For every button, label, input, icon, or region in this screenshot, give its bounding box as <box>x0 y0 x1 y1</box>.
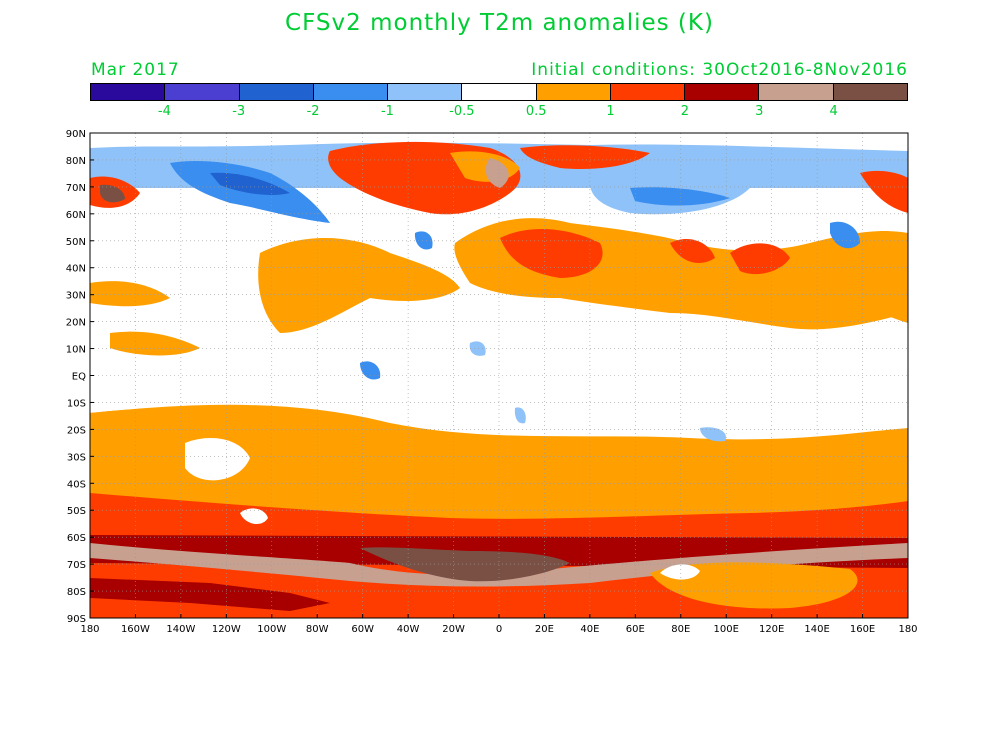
color-scale-cell <box>165 84 240 100</box>
color-scale-label: -4 <box>157 104 171 119</box>
latitude-label: 60N <box>66 210 86 221</box>
color-scale-cell <box>833 84 907 100</box>
latitude-label: 40N <box>66 264 86 275</box>
longitude-label: 20W <box>442 624 465 635</box>
latitude-label: 40S <box>67 479 86 490</box>
eastern-europe-warm <box>500 228 603 278</box>
longitude-label: 180 <box>898 624 917 635</box>
longitude-labels: 180 160W 140W 120W 100W 80W 60W 40W 20W 0 20E 40E 60… <box>80 614 918 635</box>
latitude-label: 80S <box>67 587 86 598</box>
latitude-label: 10N <box>66 345 86 356</box>
longitude-label: 60W <box>351 624 374 635</box>
latitude-label: 90S <box>67 614 86 625</box>
north-america-anomaly <box>258 238 460 333</box>
longitude-label: 140E <box>804 624 829 635</box>
latitude-label: 60S <box>67 533 86 544</box>
white-patch-south-pacific <box>185 438 250 481</box>
latitude-labels: 90N 80N 70N 60N 50N 40N 30N 20N 10N EQ 10S 20S 30S 40… <box>66 129 94 625</box>
color-scale-cell <box>536 84 611 100</box>
longitude-label: 0 <box>496 624 502 635</box>
east-antarctica-anomaly <box>650 562 858 609</box>
color-scale-label: -3 <box>232 104 246 119</box>
anomaly-map: 90N 80N 70N 60N 50N 40N 30N 20N 10N EQ 10S 20S 30S 40… <box>66 129 918 635</box>
color-scale-cell <box>388 84 463 100</box>
color-scale-label: 1 <box>606 104 615 119</box>
latitude-label: 30S <box>67 452 86 463</box>
longitude-label: 160E <box>850 624 875 635</box>
latitude-label: 20N <box>66 318 86 329</box>
latitude-label: 30N <box>66 291 86 302</box>
longitude-label: 40W <box>397 624 420 635</box>
latitude-label: 50N <box>66 237 86 248</box>
color-scale-label: -0.5 <box>449 104 475 119</box>
latitude-label: EQ <box>72 372 86 383</box>
longitude-label: 120E <box>759 624 784 635</box>
color-scale-label: 2 <box>680 104 690 119</box>
latitude-label: 90N <box>66 129 86 140</box>
initial-conditions: Initial conditions: 30Oct2016-8Nov2016 <box>531 60 908 80</box>
longitude-label: 140W <box>166 624 195 635</box>
longitude-label: 100W <box>257 624 286 635</box>
latitude-label: 70S <box>67 560 86 571</box>
longitude-label: 120W <box>212 624 241 635</box>
latitude-label: 70N <box>66 183 86 194</box>
longitude-label: 80E <box>671 624 690 635</box>
color-scale-cell <box>759 84 834 100</box>
latitude-label: 20S <box>67 425 86 436</box>
longitude-label: 60E <box>626 624 645 635</box>
color-scale-cell <box>313 84 389 100</box>
color-scale-bar <box>90 83 908 101</box>
longitude-label: 80W <box>306 624 329 635</box>
color-scale-label: 4 <box>829 104 838 119</box>
map-title: CFSv2 monthly T2m anomalies (K) <box>285 10 714 36</box>
color-scale-cell <box>685 84 760 100</box>
valid-month: Mar 2017 <box>91 60 180 80</box>
graticule <box>90 133 908 618</box>
longitude-label: 160W <box>121 624 150 635</box>
color-scale-cell <box>239 84 314 100</box>
longitude-label: 180 <box>80 624 99 635</box>
color-scale-cell <box>610 84 686 100</box>
longitude-label: 100E <box>714 624 739 635</box>
latitude-label: 50S <box>67 506 86 517</box>
antarctic-peak-anomaly <box>360 547 570 582</box>
color-scale-label: -2 <box>306 104 320 119</box>
color-scale-label: -1 <box>380 104 394 119</box>
latitude-label: 80N <box>66 156 86 167</box>
latitude-label: 10S <box>67 398 86 409</box>
longitude-label: 40E <box>580 624 599 635</box>
color-scale-cell <box>91 84 166 100</box>
color-scale-cell <box>462 84 537 100</box>
color-scale-label: 0.5 <box>525 104 547 119</box>
longitude-label: 20E <box>535 624 554 635</box>
map-svg: 90N 80N 70N 60N 50N 40N 30N 20N 10N EQ 10S 20S 30S 40… <box>66 129 918 635</box>
color-scale-label: 3 <box>755 104 764 119</box>
